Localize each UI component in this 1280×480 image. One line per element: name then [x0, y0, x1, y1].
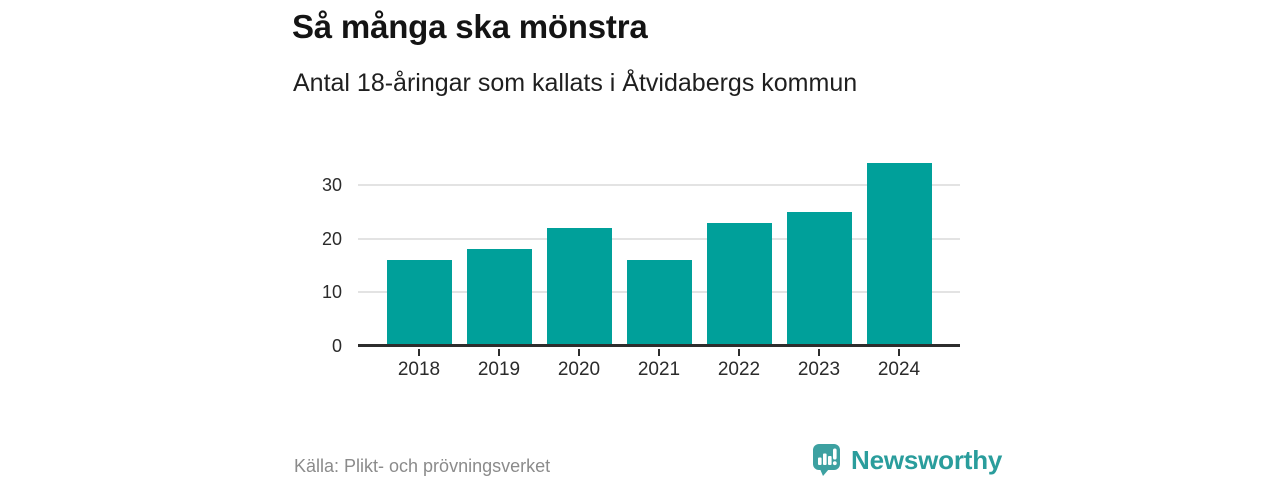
x-axis-line [358, 344, 960, 347]
x-tick-label-2021: 2021 [637, 359, 681, 380]
x-tick-label-2019: 2019 [477, 359, 521, 380]
chart-title: Så många ska mönstra [292, 8, 648, 45]
x-tick-label-2022: 2022 [717, 359, 761, 380]
x-tick-label-2023: 2023 [797, 359, 841, 380]
x-axis-tick-2018 [387, 349, 452, 356]
tick-mark [658, 349, 660, 356]
tick-mark [738, 349, 740, 356]
bar-2018 [386, 260, 452, 346]
x-tick-label-2020: 2020 [557, 359, 601, 380]
x-axis-tick-2022 [707, 349, 772, 356]
source-note: Källa: Plikt- och prövningsverket [294, 456, 551, 476]
x-axis-tick-2023 [787, 349, 852, 356]
tick-mark [898, 349, 900, 356]
gridline-30 [358, 183, 960, 186]
tick-mark [818, 349, 820, 356]
bar-2020 [546, 227, 612, 346]
x-axis-tick-2020 [547, 349, 612, 356]
chart-subtitle: Antal 18-åringar som kallats i Åtvidaber… [293, 69, 858, 97]
y-tick-label-20: 20 [321, 228, 342, 249]
x-axis-tick-2024 [867, 349, 932, 356]
tick-mark [498, 349, 500, 356]
bar-2024 [866, 163, 932, 346]
bar-2021 [626, 260, 692, 346]
tick-mark [578, 349, 580, 356]
x-axis-tick-2019 [467, 349, 532, 356]
newsworthy-speech-bubble-bar-chart-icon [813, 444, 840, 476]
y-axis: 0 10 20 30 [288, 150, 342, 356]
x-tick-label-2024: 2024 [877, 359, 921, 380]
y-tick-label-10: 10 [321, 282, 342, 303]
x-axis-tick-2021 [627, 349, 692, 356]
y-tick-label-30: 30 [321, 174, 342, 195]
newsworthy-wordmark: Newsworthy [851, 444, 1003, 475]
bar-2023 [786, 211, 852, 346]
bar-2022 [706, 222, 772, 346]
x-tick-label-2018: 2018 [397, 359, 441, 380]
newsworthy-logo: Newsworthy [812, 443, 1002, 477]
x-axis-labels: 2018 2019 2020 2021 2022 2023 2024 [358, 359, 960, 381]
tick-mark [418, 349, 420, 356]
bar-series [358, 150, 960, 346]
bar-2019 [466, 249, 532, 346]
plot-area [358, 150, 960, 347]
x-axis-ticks [358, 349, 960, 356]
y-tick-label-0: 0 [331, 336, 342, 356]
gridline-20 [358, 237, 960, 240]
